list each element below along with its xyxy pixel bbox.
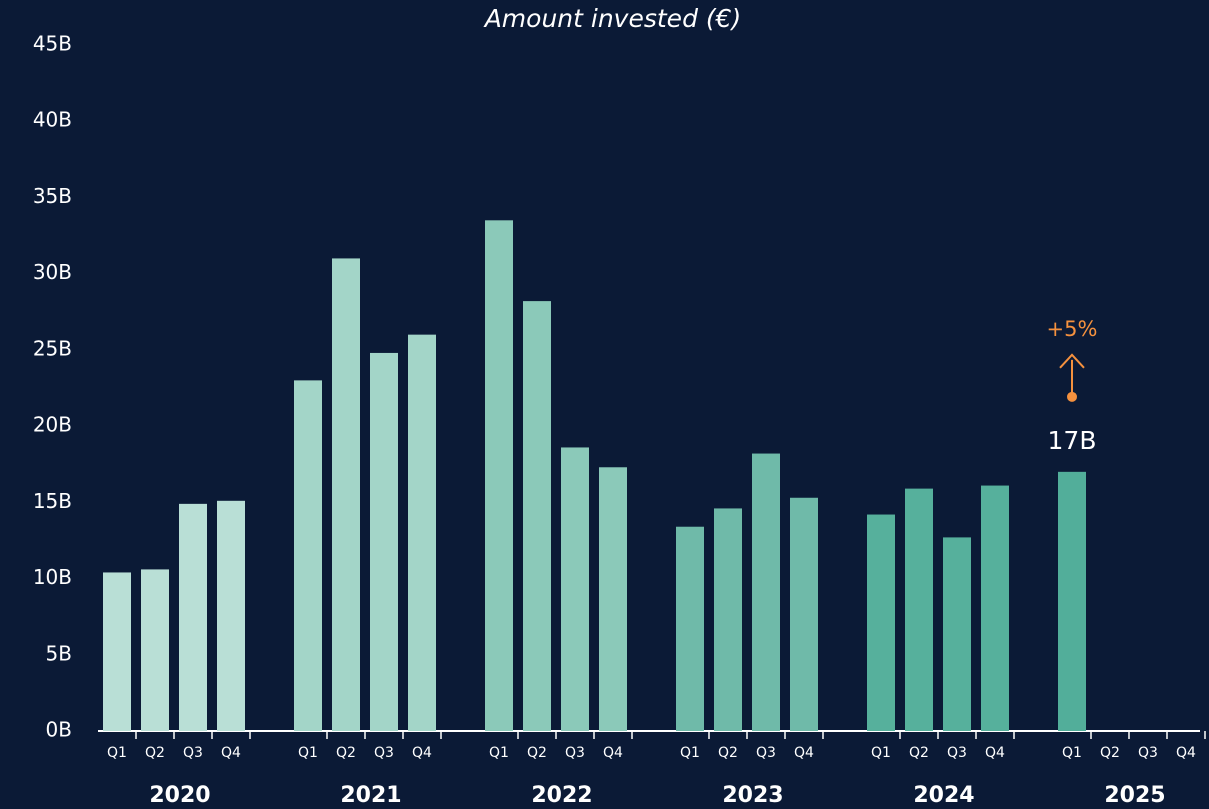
bar	[217, 500, 245, 731]
group-label: 2020	[149, 783, 210, 808]
y-tick-label: 15B	[33, 489, 72, 513]
value-label: 17B	[1048, 426, 1097, 455]
bar	[332, 258, 360, 731]
bar	[561, 447, 589, 731]
bar	[1058, 471, 1086, 731]
y-tick-label: 25B	[33, 336, 72, 360]
x-tick-label: Q2	[527, 745, 547, 761]
x-tick-label: Q4	[603, 745, 623, 761]
group-label: 2025	[1104, 783, 1165, 808]
x-tick-label: Q3	[947, 745, 967, 761]
x-tick-label: Q4	[1176, 745, 1196, 761]
bar	[943, 537, 971, 731]
bar	[485, 220, 513, 732]
group-label: 2023	[722, 783, 783, 808]
x-tick-label: Q2	[336, 745, 356, 761]
bar	[294, 380, 322, 731]
x-tick-label: Q4	[221, 745, 241, 761]
x-tick-label: Q4	[794, 745, 814, 761]
chart-title: Amount invested (€)	[483, 4, 742, 33]
x-tick-label: Q3	[183, 745, 203, 761]
x-tick-label: Q1	[1062, 745, 1082, 761]
x-tick-label: Q2	[718, 745, 738, 761]
x-tick-label: Q3	[756, 745, 776, 761]
x-tick-label: Q1	[489, 745, 509, 761]
x-tick-label: Q2	[909, 745, 929, 761]
x-tick-label: Q4	[985, 745, 1005, 761]
y-tick-label: 20B	[33, 413, 72, 437]
x-tick-label: Q3	[565, 745, 585, 761]
bar	[752, 453, 780, 731]
x-tick-label: Q1	[680, 745, 700, 761]
x-tick-label: Q4	[412, 745, 432, 761]
y-tick-label: 45B	[33, 32, 72, 56]
x-tick-label: Q1	[298, 745, 318, 761]
bar	[523, 301, 551, 731]
bar	[867, 514, 895, 731]
y-tick-label: 5B	[46, 641, 72, 665]
bar	[790, 497, 818, 731]
group-label: 2022	[531, 783, 592, 808]
x-tick-label: Q1	[871, 745, 891, 761]
annotation-text: +5%	[1047, 317, 1098, 341]
bar	[408, 334, 436, 731]
y-tick-label: 40B	[33, 108, 72, 132]
y-tick-label: 35B	[33, 184, 72, 208]
bar	[676, 526, 704, 731]
annotation-arrowhead	[1059, 353, 1085, 369]
group-label: 2021	[340, 783, 401, 808]
group-label: 2024	[913, 783, 974, 808]
bar	[714, 508, 742, 731]
y-tick-label: 10B	[33, 565, 72, 589]
bar	[179, 503, 207, 731]
x-tick-label: Q3	[1138, 745, 1158, 761]
x-tick-label: Q2	[1100, 745, 1120, 761]
y-tick-label: 0B	[46, 718, 72, 742]
bar	[599, 467, 627, 731]
x-tick-label: Q2	[145, 745, 165, 761]
bar	[370, 352, 398, 731]
bar	[141, 569, 169, 731]
y-tick-label: 30B	[33, 260, 72, 284]
x-tick-label: Q3	[374, 745, 394, 761]
x-tick-label: Q1	[107, 745, 127, 761]
bar	[905, 488, 933, 731]
bar	[103, 572, 131, 731]
bar	[981, 485, 1009, 731]
